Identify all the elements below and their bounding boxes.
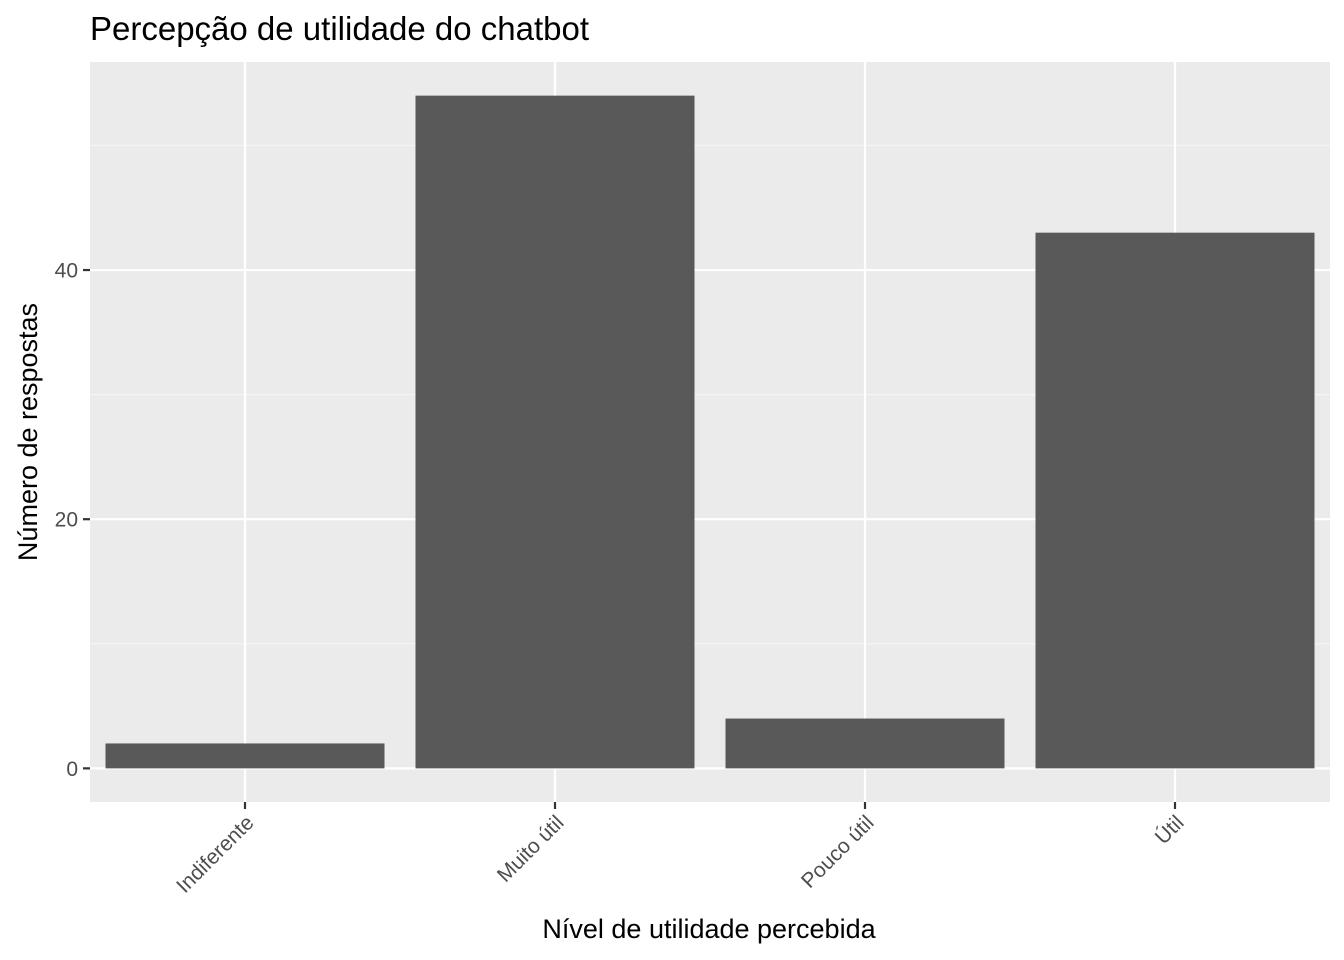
bar-pouco-útil	[725, 718, 1005, 769]
y-axis-title: Número de respostas	[13, 303, 43, 561]
bars	[105, 95, 1315, 769]
x-axis: Indiferente Muito útil Pouco útil Útil	[172, 802, 1189, 898]
y-tick-label: 0	[66, 758, 78, 781]
x-tick-label: Pouco útil	[797, 811, 878, 892]
x-tick-label: Útil	[1151, 811, 1189, 849]
bar-indiferente	[105, 743, 385, 769]
x-tick-label: Indiferente	[172, 811, 258, 897]
y-axis: 0 20 40	[55, 260, 90, 781]
chart-title: Percepção de utilidade do chatbot	[90, 10, 589, 47]
y-tick-label: 40	[55, 260, 78, 283]
x-tick-label: Muito útil	[493, 811, 569, 887]
bar-útil	[1035, 232, 1315, 769]
x-axis-title: Nível de utilidade percebida	[542, 914, 876, 944]
bar-muito-útil	[415, 95, 695, 769]
y-tick-label: 20	[55, 509, 78, 532]
